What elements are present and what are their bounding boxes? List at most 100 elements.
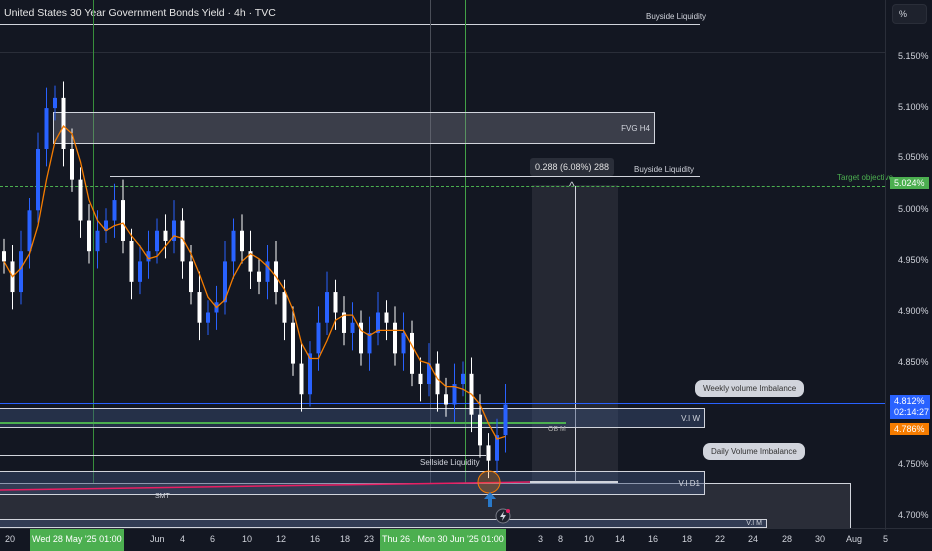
- moving-average-line: [3, 124, 506, 440]
- price-tick: 5.000%: [898, 204, 929, 214]
- candle-body: [172, 220, 176, 241]
- time-tick: 16: [310, 534, 321, 544]
- candle-body: [2, 251, 6, 262]
- fvg-h4-box[interactable]: FVG H4: [53, 112, 655, 144]
- candle-body: [350, 322, 355, 333]
- candle-body: [87, 220, 91, 252]
- chart-title: United States 30 Year Government Bonds Y…: [4, 7, 276, 19]
- candle-body: [265, 261, 270, 282]
- time-tick: 22: [715, 534, 726, 544]
- vi-d1-box[interactable]: V.I D1: [0, 471, 705, 495]
- daily-imbalance-callout: Daily Volume Imbalance: [703, 443, 805, 460]
- last-price-line: [0, 403, 885, 404]
- measure-base-line: [530, 481, 618, 483]
- time-tick: 10: [584, 534, 595, 544]
- unit-button[interactable]: %: [892, 4, 927, 24]
- last-price-tag: 4.812% 02:14:27: [890, 395, 930, 419]
- time-tick: 20: [5, 534, 16, 544]
- time-axis[interactable]: 20 Wed 28 May '25 01:00 Jun 4 6 10 12 16…: [0, 528, 932, 551]
- notification-dot: [506, 509, 510, 513]
- candle-body: [146, 251, 151, 262]
- candle-body: [461, 373, 465, 385]
- candle-body: [19, 251, 23, 293]
- candle-body: [376, 312, 380, 333]
- candle-body: [121, 200, 125, 241]
- measure-arrow-line: [575, 186, 576, 482]
- price-axis[interactable]: % 5.150% 5.100% 5.050% 5.000% 4.950% 4.9…: [885, 0, 932, 530]
- candle-body: [333, 292, 338, 313]
- candle-body: [138, 261, 142, 282]
- target-price-tag: 5.024%: [890, 177, 929, 189]
- price-plot[interactable]: [0, 0, 885, 528]
- candle-body: [325, 292, 329, 323]
- candle-body: [342, 312, 346, 333]
- highlight-circle: [477, 470, 501, 494]
- smt-label: SMT: [155, 493, 170, 500]
- candle-body: [27, 210, 32, 252]
- sellside-liquidity-line: [0, 455, 486, 456]
- candle-body: [452, 384, 457, 405]
- candle-body: [180, 220, 185, 262]
- price-tick: 4.850%: [898, 357, 929, 367]
- bar-countdown: 02:14:27: [894, 407, 930, 417]
- candle-body: [418, 373, 423, 385]
- price-tick: 5.100%: [898, 102, 929, 112]
- measure-tooltip: 0.288 (6.08%) 288: [530, 158, 615, 176]
- buyside-liquidity-label: Buyside Liquidity: [634, 165, 695, 174]
- candle-body: [248, 251, 253, 272]
- candle-body: [384, 312, 389, 323]
- vi-d1-label: V.I D1: [678, 479, 701, 488]
- candle-body: [112, 200, 117, 221]
- candle-body: [197, 292, 202, 323]
- vi-monthly-box[interactable]: V.I M: [0, 519, 767, 528]
- candle-body: [104, 220, 108, 231]
- candle-body: [427, 363, 431, 385]
- time-tick: 30: [815, 534, 826, 544]
- candle-body: [95, 230, 100, 252]
- candle-body: [444, 394, 448, 405]
- time-tick: 18: [682, 534, 693, 544]
- candle-body: [129, 240, 134, 282]
- time-tick: 28: [782, 534, 793, 544]
- vi-weekly-label: V.I W: [681, 414, 700, 423]
- candle-body: [359, 322, 363, 354]
- candle-body: [189, 261, 193, 293]
- price-tick: 4.950%: [898, 255, 929, 265]
- candle-body: [257, 271, 261, 282]
- candle-body: [367, 332, 372, 354]
- monthly-zone: [0, 483, 851, 528]
- price-tick: 5.150%: [898, 51, 929, 61]
- time-tick: 14: [615, 534, 626, 544]
- candle-body: [299, 363, 304, 395]
- candle-body: [53, 97, 57, 109]
- time-tick: 5: [883, 534, 889, 544]
- candle-body: [486, 445, 491, 461]
- candle-body: [401, 332, 406, 354]
- time-highlight: Thu 26 . Mon 30 Jun '25 01:00: [380, 529, 506, 551]
- lightning-glyph: [500, 511, 506, 521]
- time-tick: Jun: [150, 534, 165, 544]
- time-tick: 23: [364, 534, 375, 544]
- target-label: Target objective: [837, 173, 894, 182]
- time-tick: 6: [210, 534, 216, 544]
- candle-body: [78, 179, 83, 221]
- time-tick: 8: [558, 534, 564, 544]
- time-tick: 24: [748, 534, 759, 544]
- sellside-liquidity-label: Sellside Liquidity: [420, 458, 480, 467]
- time-highlight: Wed 28 May '25 01:00: [30, 529, 124, 551]
- candle-body: [495, 435, 499, 461]
- time-tick: 4: [180, 534, 186, 544]
- smt-line: [0, 481, 531, 491]
- price-tick: 4.750%: [898, 459, 929, 469]
- candle-body: [478, 414, 482, 446]
- candle-body: [291, 322, 295, 364]
- candle-body: [206, 312, 210, 323]
- last-price: 4.812%: [894, 396, 925, 406]
- price-tick: 4.900%: [898, 306, 929, 316]
- candle-body: [231, 230, 236, 262]
- target-line: [0, 186, 885, 187]
- price-tick: 4.700%: [898, 510, 929, 520]
- green-level-line: [0, 422, 566, 424]
- candle-body: [223, 261, 227, 303]
- buyside-liquidity-line: [110, 176, 700, 177]
